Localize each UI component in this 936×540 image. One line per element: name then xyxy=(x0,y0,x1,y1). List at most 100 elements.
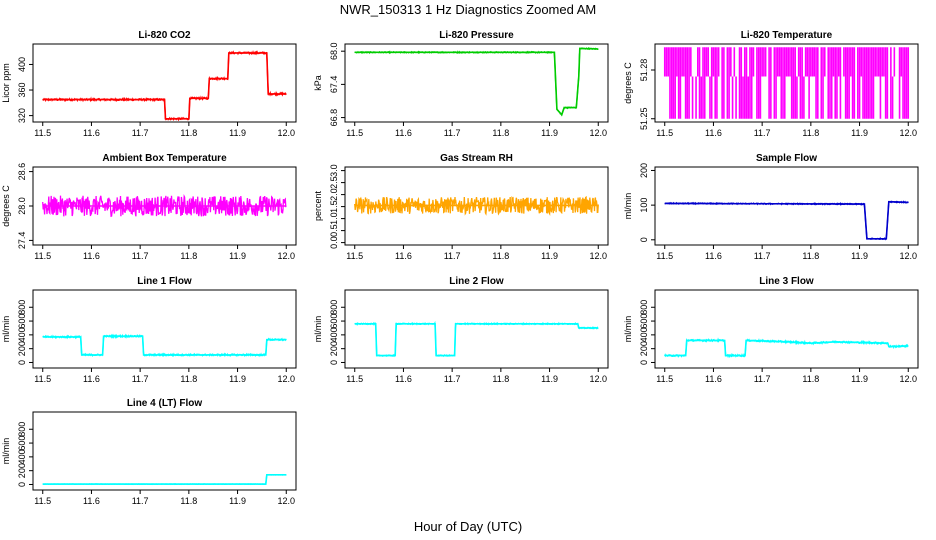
panel-title: Sample Flow xyxy=(756,153,817,164)
chart-panel: Li-820 Temperature degrees C 11.5 11.6 11.7 1… xyxy=(623,30,919,138)
y-tick-label: 0.5 xyxy=(329,224,339,237)
y-tick-label: 400 xyxy=(17,327,27,342)
x-tick-label: 11.7 xyxy=(754,128,771,138)
x-tick-label: 11.7 xyxy=(754,374,771,384)
y-axis-label: kPa xyxy=(313,75,323,91)
y-tick-label: 100 xyxy=(639,198,649,213)
y-tick-label: 400 xyxy=(329,327,339,342)
y-axis-label: degrees C xyxy=(623,62,633,104)
x-tick-label: 11.5 xyxy=(346,374,363,384)
y-tick-label: 200 xyxy=(17,341,27,356)
y-tick-label: 600 xyxy=(17,314,27,329)
x-tick-label: 11.7 xyxy=(444,374,461,384)
x-tick-label: 11.7 xyxy=(132,374,149,384)
temperature-series xyxy=(663,47,910,119)
series-line xyxy=(42,193,287,218)
series-step-line xyxy=(42,335,287,356)
series-step-line xyxy=(664,200,909,240)
x-tick-label: 11.6 xyxy=(83,128,100,138)
x-tick-label: 11.6 xyxy=(83,251,100,261)
x-tick-label: 11.9 xyxy=(541,128,558,138)
x-tick-label: 12.0 xyxy=(899,251,917,261)
y-tick-label: 400 xyxy=(639,327,649,342)
y-tick-label: 3.0 xyxy=(329,164,339,177)
x-tick-label: 11.9 xyxy=(229,251,246,261)
panel-title: Gas Stream RH xyxy=(440,153,513,164)
x-tick-label: 12.0 xyxy=(277,128,295,138)
y-tick-label: 800 xyxy=(17,422,27,437)
panel-title: Ambient Box Temperature xyxy=(102,153,227,164)
series-line xyxy=(42,473,287,486)
figure-title: NWR_150313 1 Hz Diagnostics Zoomed AM xyxy=(340,2,597,17)
y-tick-label: 0.0 xyxy=(329,236,339,249)
panel-title: Line 3 Flow xyxy=(759,276,814,287)
x-tick-label: 11.8 xyxy=(802,251,819,261)
x-tick-label: 11.8 xyxy=(180,374,197,384)
panel-title: Line 4 (LT) Flow xyxy=(127,398,203,409)
plot-frame xyxy=(32,411,297,491)
x-tick-label: 11.6 xyxy=(83,496,100,506)
chart-panel: Line 2 Flow ml/min 11.5 11.6 11.7 11.8 11.9 12.… xyxy=(313,276,609,384)
plot-frame xyxy=(654,43,919,123)
y-axis-label: ml/min xyxy=(313,316,323,343)
x-tick-label: 11.9 xyxy=(541,374,558,384)
y-tick-label: 400 xyxy=(17,57,27,72)
x-tick-label: 12.0 xyxy=(899,128,917,138)
chart-panel: Li-820 Pressure kPa 11.5 11.6 11.7 11.8 11.9 12… xyxy=(313,30,609,138)
panel-title: Li-820 Pressure xyxy=(439,30,514,41)
x-tick-label: 12.0 xyxy=(277,251,295,261)
x-tick-label: 11.5 xyxy=(656,251,673,261)
x-tick-label: 11.6 xyxy=(395,251,412,261)
chart-panel: Line 3 Flow ml/min 11.5 11.6 11.7 11.8 11.9 12.… xyxy=(623,276,919,384)
y-tick-label: 66.8 xyxy=(329,109,339,127)
x-tick-label: 12.0 xyxy=(589,251,607,261)
plot-frame xyxy=(654,289,919,369)
x-tick-label: 11.9 xyxy=(229,374,246,384)
x-tick-label: 12.0 xyxy=(277,496,295,506)
y-tick-label: 400 xyxy=(17,449,27,464)
y-tick-label: 2.0 xyxy=(329,188,339,201)
x-tick-label: 11.8 xyxy=(802,374,819,384)
panel-grid: Li-820 CO2 Licor ppm 11.5 11.6 11.7 11.8 11.9 1… xyxy=(1,30,919,506)
y-tick-label: 68.0 xyxy=(329,42,339,60)
chart-panel: Line 4 (LT) Flow ml/min 11.5 11.6 11.7 11.8 11… xyxy=(1,398,297,506)
panel-title: Line 2 Flow xyxy=(449,276,504,287)
x-tick-label: 11.8 xyxy=(180,128,197,138)
y-axis-label: ml/min xyxy=(623,193,633,220)
y-tick-label: 67.4 xyxy=(329,76,339,94)
x-tick-label: 11.7 xyxy=(444,128,461,138)
y-tick-label: 28.0 xyxy=(17,197,27,215)
x-tick-label: 11.8 xyxy=(180,251,197,261)
y-tick-label: 0 xyxy=(639,360,649,365)
series-line xyxy=(354,46,599,117)
panel-title: Li-820 Temperature xyxy=(741,30,833,41)
x-tick-label: 11.8 xyxy=(492,128,509,138)
y-tick-label: 200 xyxy=(17,463,27,478)
y-axis-label: degrees C xyxy=(1,185,11,227)
x-tick-label: 11.6 xyxy=(83,374,100,384)
x-tick-label: 11.8 xyxy=(492,251,509,261)
y-tick-label: 600 xyxy=(17,436,27,451)
y-tick-label: 360 xyxy=(17,83,27,98)
x-tick-label: 11.6 xyxy=(705,128,722,138)
x-tick-label: 11.6 xyxy=(705,251,722,261)
plot-frame xyxy=(654,166,919,246)
chart-panel: Gas Stream RH percent 11.5 11.6 11.7 11.8 11.9… xyxy=(313,153,609,261)
series-step-line xyxy=(354,47,599,117)
y-tick-label: 600 xyxy=(639,314,649,329)
y-axis-label: ml/min xyxy=(1,316,11,343)
series-line xyxy=(664,200,909,241)
y-axis-label: ml/min xyxy=(623,316,633,343)
x-tick-label: 11.8 xyxy=(802,128,819,138)
y-axis-label: percent xyxy=(313,190,323,221)
x-tick-label: 12.0 xyxy=(589,374,607,384)
x-tick-label: 11.9 xyxy=(229,128,246,138)
x-tick-label: 11.5 xyxy=(346,251,363,261)
x-tick-label: 11.9 xyxy=(229,496,246,506)
plot-frame xyxy=(344,289,609,369)
plot-frame xyxy=(344,166,609,246)
x-tick-label: 11.9 xyxy=(851,251,868,261)
series-line xyxy=(354,320,599,358)
y-tick-label: 800 xyxy=(639,300,649,315)
